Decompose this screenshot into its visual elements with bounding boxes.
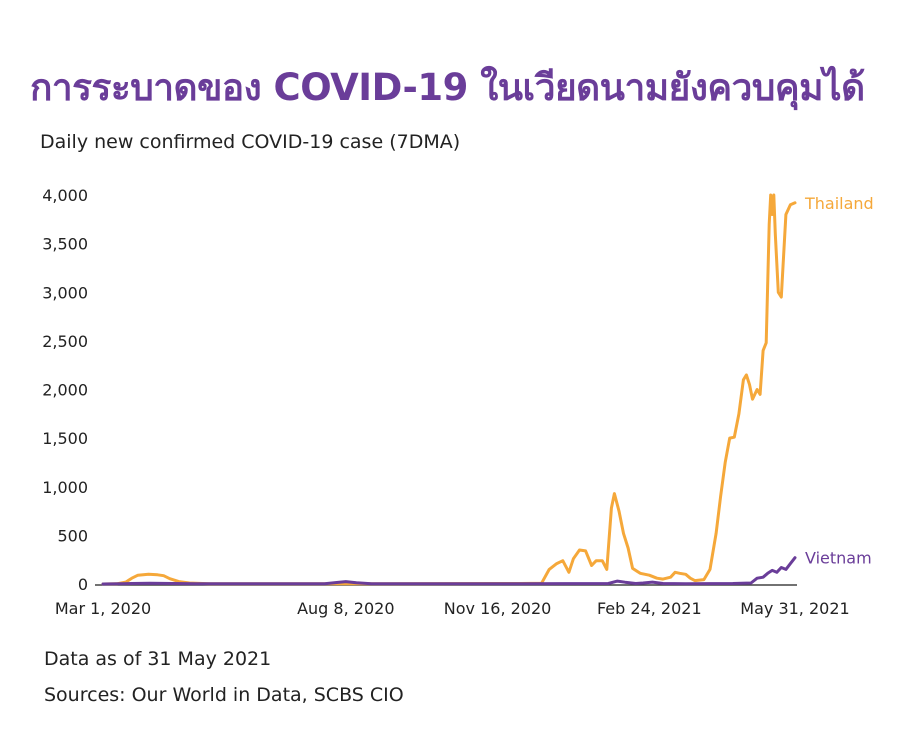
series-line-vietnam	[101, 556, 797, 586]
x-tick-label: Nov 16, 2020	[444, 599, 552, 618]
sources-note: Sources: Our World in Data, SCBS CIO	[44, 684, 404, 706]
x-tick-label: Mar 1, 2020	[55, 599, 151, 618]
chart-subtitle: Daily new confirmed COVID-19 case (7DMA)	[40, 131, 461, 153]
y-tick-label: 3,000	[42, 283, 88, 302]
y-tick-label: 500	[57, 526, 88, 545]
line-chart: 05001,0001,5002,0002,5003,0003,5004,000 …	[42, 186, 874, 618]
page-title: การระบาดของ COVID-19 ในเวียดนามยังควบคุม…	[30, 66, 865, 109]
series-label-layer: Thailand Vietnam	[804, 194, 874, 568]
y-tick-label: 2,000	[42, 381, 88, 400]
y-tick-label: 1,000	[42, 478, 88, 497]
data-date-note: Data as of 31 May 2021	[44, 648, 272, 670]
x-tick-label: Aug 8, 2020	[297, 599, 394, 618]
y-tick-label: 2,500	[42, 332, 88, 351]
y-tick-label: 1,500	[42, 429, 88, 448]
x-axis: Mar 1, 2020 Aug 8, 2020 Nov 16, 2020 Feb 24…	[55, 584, 850, 618]
series-layer	[101, 193, 797, 586]
x-tick-label: May 31, 2021	[740, 599, 849, 618]
series-line-thailand	[101, 193, 797, 586]
series-label-vietnam: Vietnam	[805, 549, 872, 568]
y-tick-label: 3,500	[42, 235, 88, 254]
series-label-thailand: Thailand	[804, 194, 874, 213]
y-axis: 0 500 1,000 1,500 2,000 2,500 3,000 3,500 4,000	[42, 186, 88, 594]
y-tick-label: 4,000	[42, 186, 88, 205]
x-tick-label: Feb 24, 2021	[597, 599, 702, 618]
y-tick-label: 0	[78, 575, 88, 594]
